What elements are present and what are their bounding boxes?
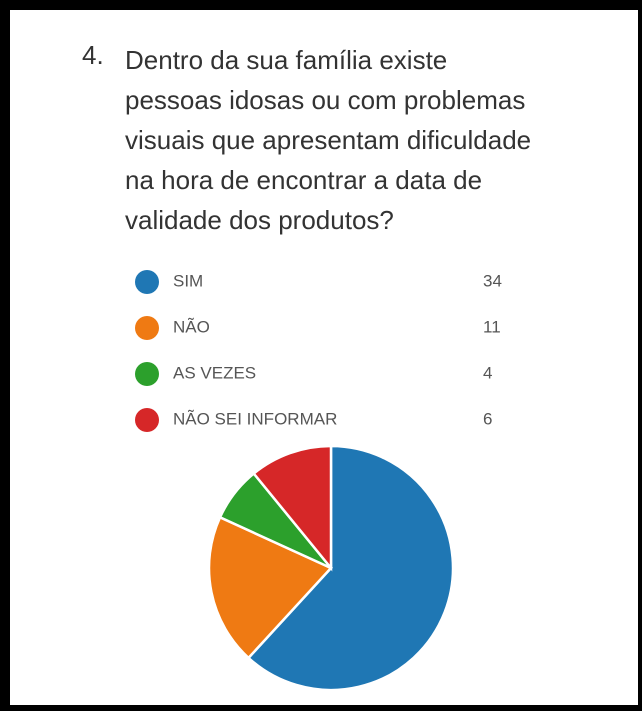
question-line: visuais que apresentam dificuldade	[125, 125, 532, 155]
legend-dot	[135, 316, 159, 340]
pie-slice	[246, 444, 455, 692]
question-line: Dentro da sua família existe	[125, 45, 448, 75]
legend-dot	[135, 362, 159, 386]
question-line: validade dos produtos?	[125, 205, 394, 235]
pie-slice	[207, 515, 334, 660]
chart: SIM 34 NÃO 11 AS VEZES 4 NÃO SEI INFORMAR 6	[135, 270, 502, 692]
legend-value: 34	[483, 271, 502, 290]
question-line: pessoas idosas ou com problemas	[125, 85, 526, 115]
legend-value: 4	[483, 363, 492, 382]
legend-label: AS VEZES	[173, 363, 256, 382]
legend-value: 6	[483, 409, 492, 428]
legend-dot	[135, 270, 159, 294]
legend-label: NÃO SEI INFORMAR	[173, 409, 337, 428]
legend-dot	[135, 408, 159, 432]
question-text: Dentro da sua família existe pessoas idos…	[125, 40, 531, 240]
pie-slice	[252, 444, 333, 572]
legend-label: SIM	[173, 271, 203, 290]
legend-value: 11	[483, 317, 501, 336]
legend-label: NÃO	[173, 317, 210, 336]
question-line: na hora de encontrar a data de	[125, 165, 483, 195]
question-number: 4.	[82, 40, 104, 70]
